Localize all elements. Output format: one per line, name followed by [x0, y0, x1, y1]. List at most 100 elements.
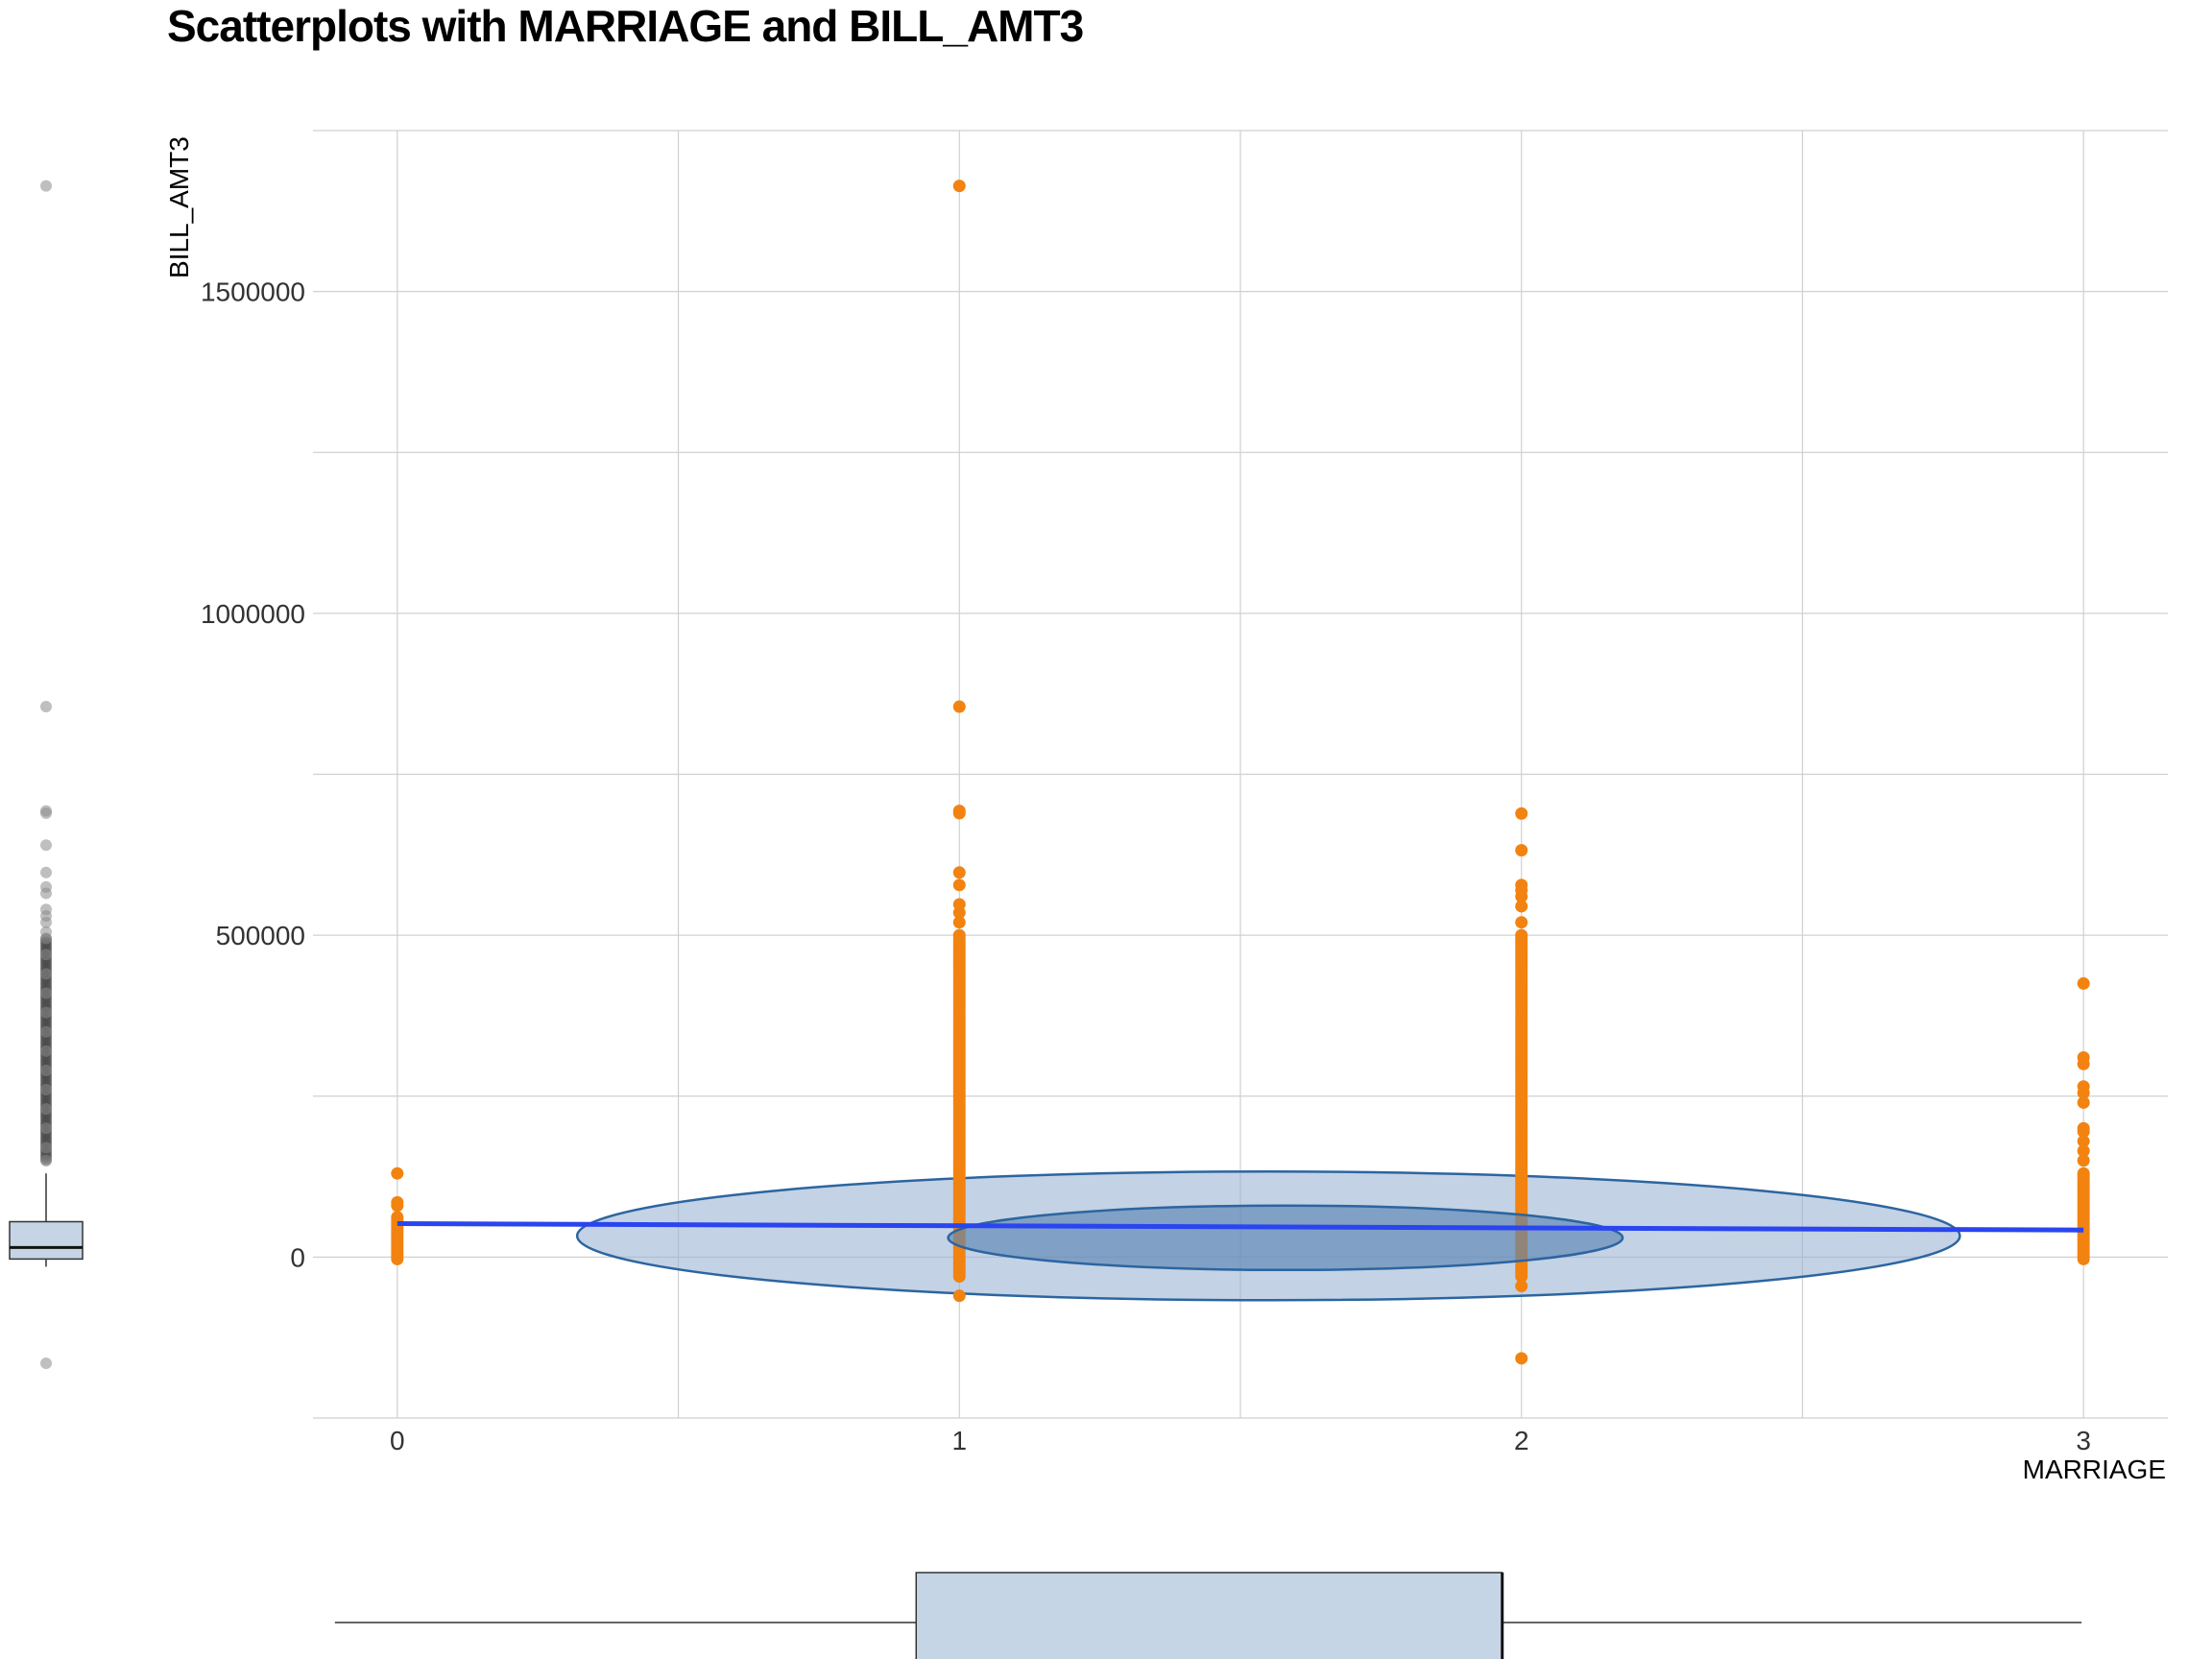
- marginal-x-boxplot: [334, 1572, 2082, 1659]
- data-point: [1515, 844, 1528, 857]
- marginal-y-outlier: [40, 1034, 52, 1046]
- marginal-y-outlier: [40, 995, 52, 1007]
- data-point: [391, 1166, 404, 1180]
- marginal-y-outlier: [40, 1142, 52, 1154]
- marginal-y-box: [9, 1220, 84, 1261]
- marginal-y-outlier: [40, 1114, 52, 1126]
- data-point: [2077, 976, 2090, 990]
- marginal-y-outlier: [40, 887, 52, 900]
- data-point: [1515, 900, 1528, 913]
- data-point: [952, 878, 966, 892]
- marginal-y-outlier: [40, 932, 52, 945]
- data-point: [391, 1211, 404, 1224]
- marginal-y-outlier: [40, 959, 52, 972]
- data-point: [2077, 1086, 2090, 1099]
- data-point: [952, 866, 966, 879]
- data-point: [952, 806, 966, 820]
- axis-titles: BILL_AMT3 MARRIAGE: [164, 136, 2166, 1484]
- data-point: [952, 180, 966, 193]
- marginal-x-box: [915, 1572, 1503, 1659]
- marginal-y-outlier: [40, 979, 52, 992]
- marginal-y-outlier: [40, 1111, 52, 1123]
- data-point: [1515, 890, 1528, 903]
- chart-title: Scatterplots with MARRIAGE and BILL_AMT3: [167, 1, 1084, 51]
- data-point: [952, 916, 966, 929]
- data-point: [1515, 806, 1528, 820]
- y-tick-label: 500000: [216, 921, 305, 950]
- data-point: [1515, 928, 1528, 942]
- marginal-y-outlier: [40, 866, 52, 878]
- marginal-y-outlier: [40, 839, 52, 852]
- marginal-y-outlier: [40, 940, 52, 952]
- data-point: [2077, 1154, 2090, 1167]
- data-point: [1515, 1280, 1528, 1293]
- marginal-y-outlier: [40, 1092, 52, 1104]
- marginal-y-outlier: [40, 958, 52, 971]
- marginal-y-outlier: [40, 997, 52, 1009]
- marginal-y-outlier: [40, 949, 52, 961]
- density-ellipse-inner-layer: [947, 1204, 1624, 1272]
- y-tick-label: 1000000: [201, 599, 305, 629]
- marginal-y-outlier: [40, 975, 52, 988]
- marginal-y-outlier: [40, 1103, 52, 1116]
- data-point: [2077, 1144, 2090, 1158]
- y-tick-label: 0: [290, 1242, 305, 1272]
- marginal-y-outlier: [40, 1056, 52, 1069]
- data-point: [2077, 1125, 2090, 1139]
- data-point: [952, 700, 966, 713]
- marginal-y-outlier: [40, 1035, 52, 1047]
- x-axis-title: MARRIAGE: [2023, 1455, 2166, 1484]
- tick-labels: 0 1 2 3 0 500000 1000000 1500000: [201, 277, 2091, 1455]
- marginal-y-outlier: [40, 956, 52, 969]
- regression-line-group: [397, 1221, 2084, 1233]
- marginal-y-outlier: [40, 1094, 52, 1106]
- marginal-y-outlier: [40, 1072, 52, 1085]
- marginal-y-outlier: [40, 916, 52, 928]
- marginal-y-outlier: [40, 1132, 52, 1144]
- data-point: [952, 1289, 966, 1303]
- marginal-y-outlier: [40, 1053, 52, 1066]
- data-point: [391, 1199, 404, 1213]
- marginal-y-outlier: [40, 1037, 52, 1049]
- data-point: [952, 928, 966, 942]
- marginal-y-outlier: [40, 1014, 52, 1026]
- x-tick-label: 0: [390, 1426, 405, 1455]
- marginal-y-outlier: [40, 1130, 52, 1142]
- marginal-y-outlier: [40, 968, 52, 980]
- data-point: [1515, 1352, 1528, 1365]
- marginal-y-outlier: [40, 701, 52, 713]
- marginal-y-outlier: [40, 1025, 52, 1038]
- marginal-y-outlier: [40, 977, 52, 990]
- density-ellipse-inner: [947, 1204, 1624, 1272]
- data-point: [2077, 1057, 2090, 1070]
- data-point: [2077, 1166, 2090, 1180]
- marginal-y-outlier: [40, 805, 52, 817]
- marginal-y-outlier: [40, 1073, 52, 1086]
- marginal-y-boxplot: [9, 180, 84, 1370]
- x-tick-label: 2: [1514, 1426, 1529, 1455]
- marginal-y-outlier: [40, 1006, 52, 1019]
- marginal-y-outlier: [40, 1075, 52, 1088]
- marginal-y-outlier: [40, 1064, 52, 1076]
- marginal-y-outlier: [40, 1134, 52, 1146]
- x-tick-label: 1: [951, 1426, 967, 1455]
- marginal-y-outlier: [40, 1094, 52, 1107]
- x-tick-label: 3: [2076, 1426, 2091, 1455]
- marginal-y-outlier: [40, 987, 52, 999]
- data-point: [2077, 1135, 2090, 1148]
- regression-line: [397, 1221, 2084, 1233]
- marginal-y-outlier: [40, 1358, 52, 1370]
- marginal-y-outlier: [40, 1084, 52, 1096]
- marginal-y-outlier: [40, 1113, 52, 1125]
- data-point: [1515, 916, 1528, 929]
- marginal-y-outlier: [40, 1016, 52, 1028]
- y-axis-title: BILL_AMT3: [164, 136, 194, 278]
- marginal-y-outlier: [40, 1045, 52, 1057]
- marginal-y-outlier: [40, 1054, 52, 1067]
- marginal-y-outlier: [40, 1018, 52, 1030]
- data-point: [952, 906, 966, 920]
- y-tick-label: 1500000: [201, 277, 305, 307]
- marginal-y-outlier: [40, 180, 52, 192]
- marginal-y-outlier: [40, 998, 52, 1011]
